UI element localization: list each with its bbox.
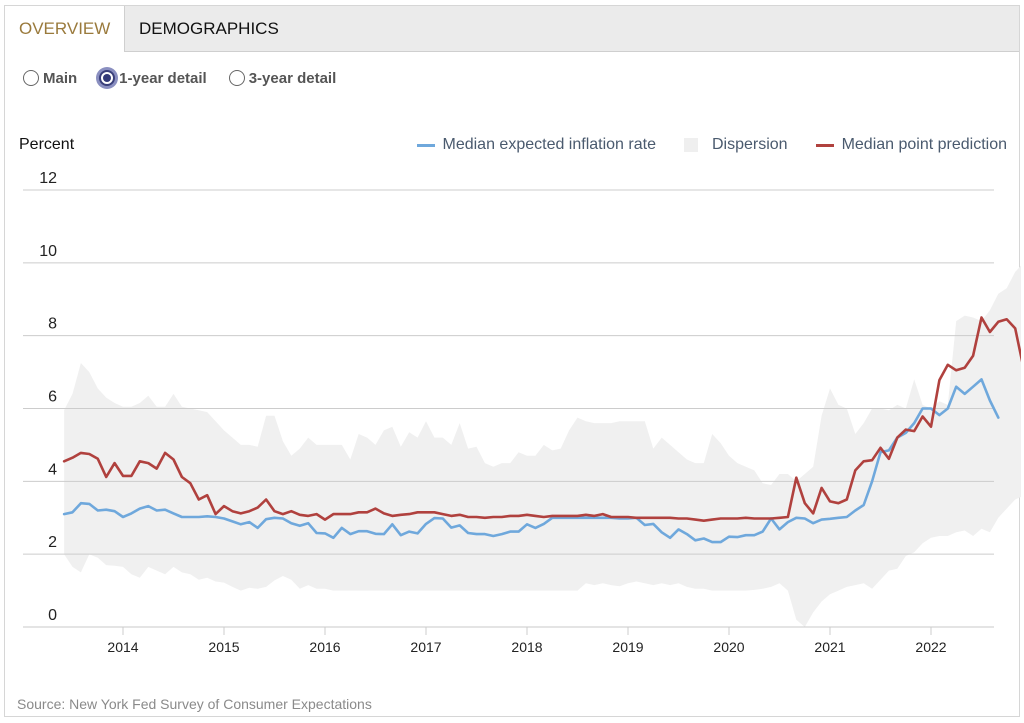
x-tick-label: 2020 — [713, 639, 744, 655]
radio-circle-checked-icon[interactable] — [99, 70, 116, 86]
radio-label: 1-year detail — [119, 69, 207, 87]
y-tick-label: 8 — [48, 316, 57, 333]
y-axis-label: Percent — [19, 136, 75, 153]
y-tick-label: 10 — [39, 243, 57, 260]
x-tick-label: 2021 — [814, 639, 845, 655]
x-tick-label: 2018 — [511, 639, 542, 655]
source-note: Source: New York Fed Survey of Consumer … — [17, 696, 372, 712]
x-tick-label: 2015 — [208, 639, 239, 655]
tab-bar: OVERVIEW DEMOGRAPHICS — [5, 6, 1019, 52]
radio-label: 3-year detail — [248, 69, 337, 87]
line-chart: 0 2 4 6 8 10 12 2014 2015 2016 2017 2018 2019 2020 202… — [23, 170, 1021, 655]
x-tick-label: 2016 — [309, 639, 340, 655]
y-tick-label: 2 — [48, 534, 57, 551]
legend-label: Dispersion — [711, 136, 788, 153]
legend-label: Median expected inflation rate — [442, 136, 656, 153]
legend: Median expected inflation rate Dispersio… — [389, 136, 1007, 154]
tab-overview[interactable]: OVERVIEW — [5, 6, 125, 52]
radio-circle-icon[interactable] — [23, 70, 39, 86]
y-tick-label: 0 — [48, 607, 57, 624]
legend-line-swatch-blue — [416, 143, 435, 147]
y-tick-label: 6 — [48, 389, 57, 406]
legend-area-swatch — [683, 138, 698, 152]
x-tick-label: 2014 — [107, 639, 138, 655]
x-tick-label: 2017 — [410, 639, 441, 655]
legend-line-swatch-red — [815, 143, 834, 147]
chart-panel: OVERVIEW DEMOGRAPHICS Main 1-year detail… — [4, 5, 1021, 717]
view-radio-group: Main 1-year detail 3-year detail — [23, 66, 358, 90]
radio-main[interactable]: Main — [23, 70, 77, 87]
y-tick-label: 12 — [39, 170, 57, 187]
legend-item-median-point[interactable]: Median point prediction — [815, 136, 1007, 154]
median-expected-inflation-rate-line — [62, 378, 1000, 544]
radio-1-year-detail[interactable]: 1-year detail — [99, 70, 207, 87]
x-tick-label: 2019 — [612, 639, 643, 655]
radio-3-year-detail[interactable]: 3-year detail — [228, 69, 337, 87]
x-tick-label: 2022 — [915, 639, 946, 655]
y-tick-label: 4 — [48, 461, 57, 478]
radio-label: Main — [43, 69, 78, 87]
tab-demographics[interactable]: DEMOGRAPHICS — [139, 19, 279, 38]
median-point-prediction-line — [62, 316, 1021, 522]
legend-item-median-expected[interactable]: Median expected inflation rate — [416, 136, 656, 154]
legend-label: Median point prediction — [841, 136, 1007, 153]
legend-item-dispersion[interactable]: Dispersion — [683, 136, 788, 154]
radio-circle-icon[interactable] — [228, 70, 245, 86]
dispersion-area — [64, 265, 1021, 627]
